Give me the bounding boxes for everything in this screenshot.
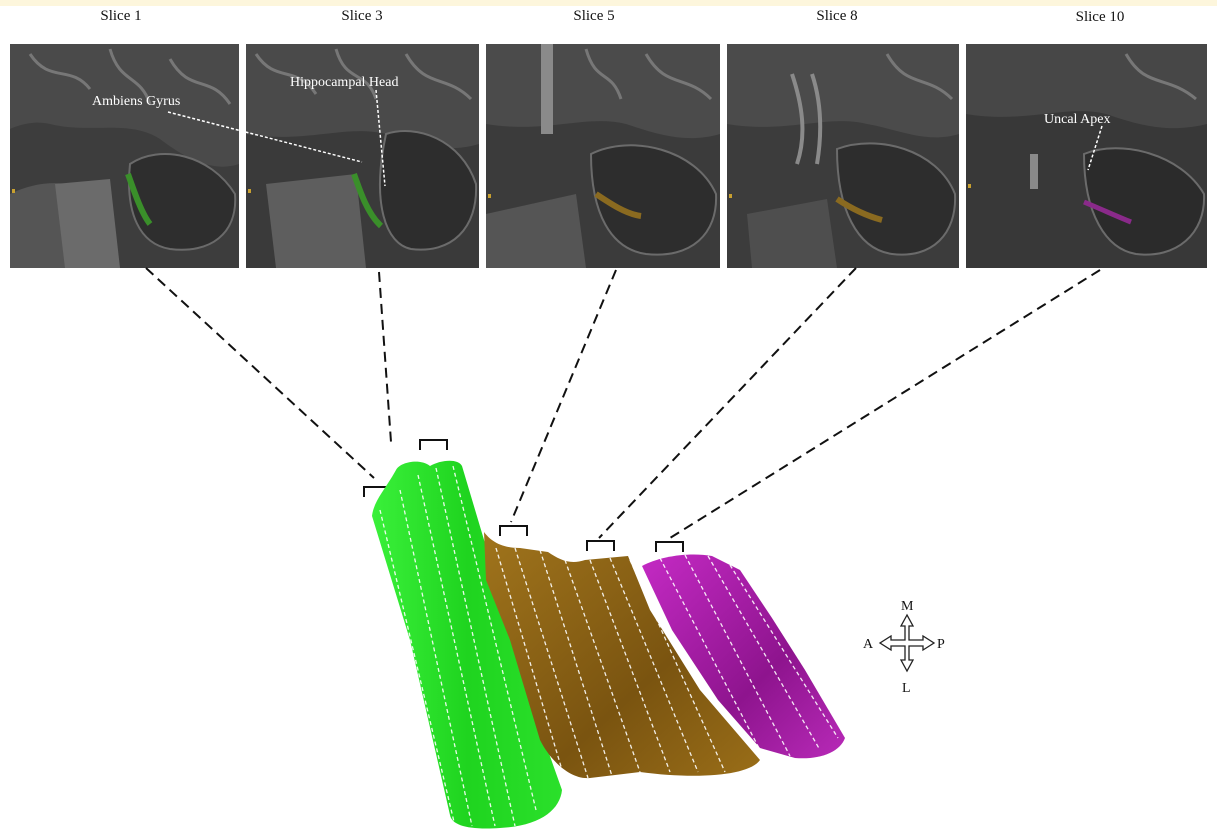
bracket-slice-8 xyxy=(586,540,615,551)
connector-slice-5 xyxy=(510,269,617,523)
ambiens-pointer xyxy=(167,111,363,163)
uncal-apex-pointer xyxy=(1087,125,1103,171)
connector-slice-3 xyxy=(378,271,392,443)
bracket-slice-10 xyxy=(655,541,684,552)
slice-8-title: Slice 8 xyxy=(816,8,858,24)
brown-segment xyxy=(484,532,760,779)
compass-m-label: M xyxy=(901,599,914,614)
compass-l-label: L xyxy=(902,681,911,696)
slice-1-title: Slice 1 xyxy=(100,8,142,24)
ambiens-gyrus-label: Ambiens Gyrus xyxy=(92,94,180,109)
magenta-segment xyxy=(642,554,845,759)
compass-p-label: P xyxy=(937,637,945,652)
slice-10-title: Slice 10 xyxy=(1075,9,1125,25)
hippocampal-head-pointer xyxy=(375,89,386,187)
uncal-apex-label: Uncal Apex xyxy=(1044,112,1110,127)
slice-5-title: Slice 5 xyxy=(573,8,615,24)
connector-slice-8 xyxy=(598,267,857,539)
orientation-compass-icon: M A P L xyxy=(863,599,945,696)
slice-1-mri-image xyxy=(10,44,239,268)
bracket-slice-5 xyxy=(499,525,528,536)
green-segment xyxy=(372,460,562,829)
bracket-slice-3 xyxy=(419,439,448,450)
slice-5-mri-image xyxy=(486,44,720,268)
hippocampal-head-label: Hippocampal Head xyxy=(290,75,398,90)
top-band xyxy=(0,0,1217,6)
slice-3-title: Slice 3 xyxy=(341,8,383,24)
slice-10-mri-image xyxy=(966,44,1207,268)
connector-slice-10 xyxy=(669,269,1101,539)
compass-a-label: A xyxy=(863,637,874,652)
slice-8-mri-image xyxy=(727,44,959,268)
connector-slice-1 xyxy=(145,267,375,479)
slice-3-mri-image xyxy=(246,44,479,268)
